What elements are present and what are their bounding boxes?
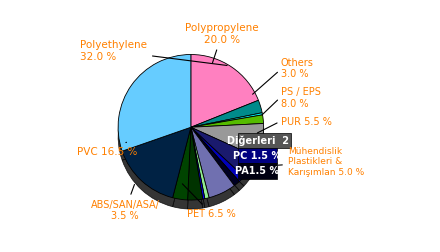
Text: PA1.5 %: PA1.5 %: [235, 166, 279, 176]
Wedge shape: [191, 64, 258, 136]
Wedge shape: [122, 127, 191, 198]
Wedge shape: [191, 136, 239, 195]
Text: PUR 5.5 %: PUR 5.5 %: [281, 117, 332, 127]
Wedge shape: [191, 127, 205, 199]
Wedge shape: [191, 113, 263, 127]
Text: Polypropylene
20.0 %: Polypropylene 20.0 %: [185, 23, 259, 63]
Wedge shape: [191, 136, 257, 186]
Wedge shape: [191, 127, 239, 186]
Wedge shape: [191, 115, 264, 127]
Wedge shape: [118, 64, 191, 160]
Wedge shape: [191, 136, 244, 191]
Text: PET 6.5 %: PET 6.5 %: [183, 184, 236, 219]
Wedge shape: [191, 123, 264, 157]
Wedge shape: [187, 127, 203, 200]
Wedge shape: [191, 127, 257, 177]
Text: Mühendislik
Plastikleri &
Karışımlan 5.0 %: Mühendislik Plastikleri & Karışımlan 5.0…: [278, 147, 364, 177]
Text: Diğerleri  2 %: Diğerleri 2 %: [227, 135, 302, 146]
Wedge shape: [191, 100, 262, 127]
Text: Others
3.0 %: Others 3.0 %: [281, 57, 314, 79]
Wedge shape: [122, 136, 191, 207]
Text: Polyethylene
32.0 %: Polyethylene 32.0 %: [80, 40, 227, 66]
Text: ABS/SAN/ASA/
3.5 %: ABS/SAN/ASA/ 3.5 %: [91, 184, 159, 221]
Wedge shape: [191, 122, 263, 136]
FancyBboxPatch shape: [238, 163, 277, 178]
Wedge shape: [118, 54, 191, 151]
Wedge shape: [191, 133, 264, 166]
FancyBboxPatch shape: [238, 133, 291, 148]
Text: PC 1.5 %: PC 1.5 %: [233, 151, 282, 161]
Wedge shape: [191, 109, 262, 136]
Wedge shape: [191, 136, 209, 208]
Wedge shape: [191, 136, 205, 208]
FancyBboxPatch shape: [238, 148, 277, 163]
Wedge shape: [191, 54, 258, 127]
Wedge shape: [191, 127, 209, 199]
Text: PVC 16.5 %: PVC 16.5 %: [77, 142, 137, 156]
Wedge shape: [172, 136, 191, 209]
Wedge shape: [187, 136, 203, 209]
Wedge shape: [191, 124, 264, 136]
Wedge shape: [172, 127, 191, 200]
Wedge shape: [191, 127, 244, 181]
Wedge shape: [191, 136, 235, 207]
Wedge shape: [191, 127, 235, 198]
Text: PS / EPS
8.0 %: PS / EPS 8.0 %: [281, 87, 321, 109]
